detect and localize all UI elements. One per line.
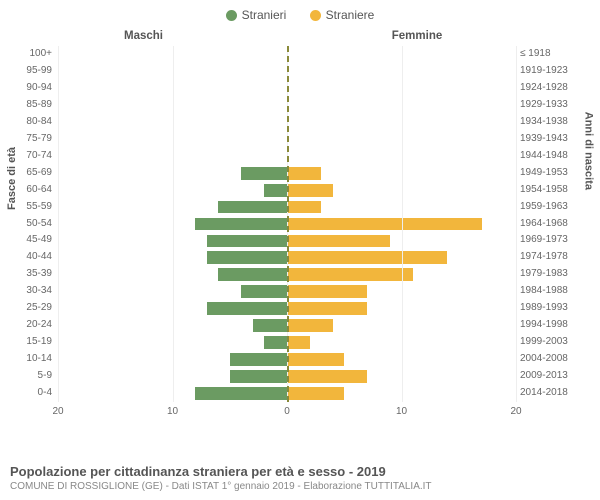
birth-year-label: 1944-1948 bbox=[520, 148, 568, 165]
legend-label-male: Stranieri bbox=[242, 8, 287, 22]
age-label: 85-89 bbox=[12, 97, 52, 114]
birth-year-label: 1989-1993 bbox=[520, 300, 568, 317]
gridline bbox=[173, 46, 174, 402]
age-label: 70-74 bbox=[12, 148, 52, 165]
bar-male bbox=[264, 184, 287, 197]
legend-swatch-male bbox=[226, 10, 237, 21]
x-tick: 10 bbox=[396, 406, 407, 417]
legend-item-female: Straniere bbox=[310, 8, 375, 22]
bar-male bbox=[218, 268, 287, 281]
bar-female bbox=[287, 218, 482, 231]
bar-female bbox=[287, 184, 333, 197]
bar-female bbox=[287, 235, 390, 248]
age-label: 65-69 bbox=[12, 165, 52, 182]
bar-female bbox=[287, 370, 367, 383]
chart-title: Popolazione per cittadinanza straniera p… bbox=[10, 464, 590, 479]
bar-male bbox=[230, 370, 287, 383]
birth-year-label: 1919-1923 bbox=[520, 63, 568, 80]
birth-year-label: 1959-1963 bbox=[520, 199, 568, 216]
bar-female bbox=[287, 201, 321, 214]
legend-label-female: Straniere bbox=[326, 8, 375, 22]
gridline bbox=[402, 46, 403, 402]
birth-year-label: 1974-1978 bbox=[520, 249, 568, 266]
bar-female bbox=[287, 167, 321, 180]
birth-year-label: 1929-1933 bbox=[520, 97, 568, 114]
birth-year-label: 1979-1983 bbox=[520, 266, 568, 283]
birth-year-label: 1999-2003 bbox=[520, 334, 568, 351]
birth-year-label: 1924-1928 bbox=[520, 80, 568, 97]
bar-female bbox=[287, 302, 367, 315]
bar-female bbox=[287, 285, 367, 298]
age-label: 75-79 bbox=[12, 131, 52, 148]
age-label: 50-54 bbox=[12, 216, 52, 233]
bar-female bbox=[287, 387, 344, 400]
pyramid-chart: Stranieri Straniere Maschi Femmine Fasce… bbox=[0, 0, 600, 500]
age-label: 30-34 bbox=[12, 283, 52, 300]
gridline bbox=[58, 46, 59, 402]
birth-year-label: 2014-2018 bbox=[520, 385, 568, 402]
bar-male bbox=[230, 353, 287, 366]
age-label: 35-39 bbox=[12, 266, 52, 283]
gridline bbox=[516, 46, 517, 402]
age-label: 10-14 bbox=[12, 351, 52, 368]
bar-male bbox=[264, 336, 287, 349]
bar-female bbox=[287, 268, 413, 281]
bar-female bbox=[287, 251, 447, 264]
age-label: 55-59 bbox=[12, 199, 52, 216]
birth-year-label: 1969-1973 bbox=[520, 232, 568, 249]
age-label: 80-84 bbox=[12, 114, 52, 131]
chart-subtitle: COMUNE DI ROSSIGLIONE (GE) - Dati ISTAT … bbox=[10, 481, 590, 492]
header-female: Femmine bbox=[287, 30, 547, 42]
x-tick: 0 bbox=[284, 406, 290, 417]
bar-male bbox=[207, 302, 287, 315]
birth-year-label: 2004-2008 bbox=[520, 351, 568, 368]
age-label: 25-29 bbox=[12, 300, 52, 317]
bar-female bbox=[287, 319, 333, 332]
age-label: 40-44 bbox=[12, 249, 52, 266]
bar-male bbox=[195, 218, 287, 231]
age-label: 95-99 bbox=[12, 63, 52, 80]
bar-male bbox=[241, 167, 287, 180]
age-label: 15-19 bbox=[12, 334, 52, 351]
birth-year-label: 1984-1988 bbox=[520, 283, 568, 300]
age-label: 20-24 bbox=[12, 317, 52, 334]
birth-year-label: 1954-1958 bbox=[520, 182, 568, 199]
x-tick: 20 bbox=[510, 406, 521, 417]
plot-area: 100+≤ 191895-991919-192390-941924-192885… bbox=[58, 46, 516, 424]
y-axis-label-right: Anni di nascita bbox=[582, 112, 594, 190]
age-label: 45-49 bbox=[12, 232, 52, 249]
birth-year-label: 1994-1998 bbox=[520, 317, 568, 334]
x-tick: 20 bbox=[52, 406, 63, 417]
bar-male bbox=[218, 201, 287, 214]
age-label: 90-94 bbox=[12, 80, 52, 97]
center-axis bbox=[287, 46, 289, 402]
legend: Stranieri Straniere bbox=[0, 0, 600, 24]
age-label: 0-4 bbox=[12, 385, 52, 402]
birth-year-label: ≤ 1918 bbox=[520, 46, 568, 63]
x-axis: 201001020 bbox=[58, 402, 516, 424]
birth-year-label: 1939-1943 bbox=[520, 131, 568, 148]
birth-year-label: 1949-1953 bbox=[520, 165, 568, 182]
chart-footer: Popolazione per cittadinanza straniera p… bbox=[10, 464, 590, 492]
birth-year-label: 1964-1968 bbox=[520, 216, 568, 233]
bar-female bbox=[287, 353, 344, 366]
age-label: 60-64 bbox=[12, 182, 52, 199]
bar-male bbox=[253, 319, 287, 332]
bar-male bbox=[207, 235, 287, 248]
legend-swatch-female bbox=[310, 10, 321, 21]
header-male: Maschi bbox=[0, 30, 287, 42]
age-label: 5-9 bbox=[12, 368, 52, 385]
bar-male bbox=[195, 387, 287, 400]
age-label: 100+ bbox=[12, 46, 52, 63]
x-tick: 10 bbox=[167, 406, 178, 417]
birth-year-label: 2009-2013 bbox=[520, 368, 568, 385]
birth-year-label: 1934-1938 bbox=[520, 114, 568, 131]
bar-female bbox=[287, 336, 310, 349]
legend-item-male: Stranieri bbox=[226, 8, 287, 22]
bar-male bbox=[241, 285, 287, 298]
bar-male bbox=[207, 251, 287, 264]
